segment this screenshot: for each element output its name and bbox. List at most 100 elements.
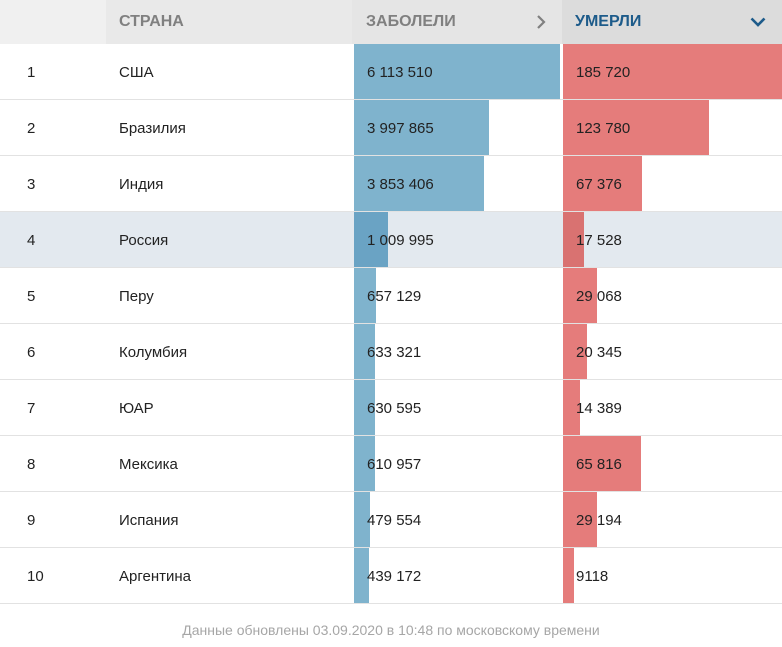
- deaths-bar: [563, 156, 642, 211]
- deaths-bar: [563, 212, 584, 267]
- table-row[interactable]: 8 Мексика 610 957 65 816: [0, 436, 782, 492]
- cases-value: 3 997 865: [367, 120, 434, 137]
- rank-cell: 1: [27, 64, 36, 81]
- deaths-bar: [563, 100, 709, 155]
- cases-bar: [354, 44, 560, 99]
- rank-cell: 6: [27, 344, 36, 361]
- cases-bar: [354, 436, 375, 491]
- rank-cell: 4: [27, 232, 36, 249]
- deaths-value: 20 345: [576, 344, 622, 361]
- country-cell: Бразилия: [119, 120, 186, 137]
- cases-bar: [354, 100, 489, 155]
- rank-cell: 5: [27, 288, 36, 305]
- cases-value: 3 853 406: [367, 176, 434, 193]
- table-row[interactable]: 6 Колумбия 633 321 20 345: [0, 324, 782, 380]
- cases-cell: 6 113 510: [354, 44, 560, 99]
- table-row[interactable]: 7 ЮАР 630 595 14 389: [0, 380, 782, 436]
- header-deaths-label: Умерли: [575, 13, 642, 30]
- deaths-cell: 29 068: [563, 268, 782, 323]
- deaths-cell: 67 376: [563, 156, 782, 211]
- cases-value: 6 113 510: [367, 64, 433, 81]
- cases-bar: [354, 324, 375, 379]
- cases-bar: [354, 212, 388, 267]
- deaths-cell: 14 389: [563, 380, 782, 435]
- chevron-down-icon: [750, 0, 766, 44]
- rank-cell: 7: [27, 400, 36, 417]
- table-row[interactable]: 4 Россия 1 009 995 17 528: [0, 212, 782, 268]
- cases-value: 439 172: [367, 568, 422, 585]
- cases-value: 630 595: [367, 400, 422, 417]
- cases-cell: 3 853 406: [354, 156, 560, 211]
- deaths-bar: [563, 436, 641, 491]
- table-header: Страна Заболели Умерли: [0, 0, 782, 44]
- country-cell: Колумбия: [119, 344, 188, 361]
- deaths-cell: 9118: [563, 548, 782, 603]
- cases-bar: [354, 548, 369, 603]
- cases-bar: [354, 156, 484, 211]
- table-row[interactable]: 5 Перу 657 129 29 068: [0, 268, 782, 324]
- cases-value: 1 009 995: [367, 232, 434, 249]
- country-cell: Индия: [119, 176, 164, 193]
- header-cases-label: Заболели: [366, 13, 456, 30]
- deaths-bar: [563, 324, 587, 379]
- header-deaths-sort-button[interactable]: Умерли: [562, 0, 782, 44]
- header-rank: [0, 0, 106, 44]
- country-cell: США: [119, 64, 154, 81]
- cases-bar: [354, 492, 370, 547]
- deaths-value: 65 816: [576, 456, 622, 473]
- deaths-value: 185 720: [576, 64, 631, 81]
- cases-cell: 439 172: [354, 548, 560, 603]
- deaths-cell: 20 345: [563, 324, 782, 379]
- deaths-value: 14 389: [576, 400, 622, 417]
- country-cell: Мексика: [119, 456, 178, 473]
- cases-bar: [354, 380, 375, 435]
- table-row[interactable]: 2 Бразилия 3 997 865 123 780: [0, 100, 782, 156]
- deaths-value: 9118: [576, 568, 609, 585]
- cases-cell: 1 009 995: [354, 212, 560, 267]
- header-cases-sort-button[interactable]: Заболели: [352, 0, 562, 44]
- deaths-value: 123 780: [576, 120, 631, 137]
- country-cell: Испания: [119, 512, 179, 529]
- table-row[interactable]: 9 Испания 479 554 29 194: [0, 492, 782, 548]
- rank-cell: 10: [27, 568, 44, 585]
- rank-cell: 8: [27, 456, 36, 473]
- deaths-bar: [563, 380, 580, 435]
- deaths-cell: 185 720: [563, 44, 782, 99]
- chevron-right-icon: [536, 0, 546, 44]
- deaths-value: 17 528: [576, 232, 622, 249]
- country-cell: Перу: [119, 288, 154, 305]
- deaths-bar: [563, 492, 597, 547]
- cases-value: 633 321: [367, 344, 422, 361]
- deaths-value: 67 376: [576, 176, 622, 193]
- cases-cell: 479 554: [354, 492, 560, 547]
- deaths-bar: [563, 548, 574, 603]
- cases-value: 657 129: [367, 288, 422, 305]
- deaths-value: 29 194: [576, 512, 622, 529]
- deaths-value: 29 068: [576, 288, 622, 305]
- country-cell: ЮАР: [119, 400, 154, 417]
- cases-cell: 610 957: [354, 436, 560, 491]
- header-country: Страна: [106, 0, 352, 44]
- cases-cell: 657 129: [354, 268, 560, 323]
- table-row[interactable]: 10 Аргентина 439 172 9118: [0, 548, 782, 604]
- rank-cell: 9: [27, 512, 36, 529]
- table-body: 1 США 6 113 510 185 720 2 Бразилия 3 997 865 12…: [0, 44, 782, 604]
- cases-bar: [354, 268, 376, 323]
- deaths-cell: 29 194: [563, 492, 782, 547]
- rank-cell: 2: [27, 120, 36, 137]
- country-cell: Россия: [119, 232, 169, 249]
- deaths-cell: 17 528: [563, 212, 782, 267]
- deaths-cell: 65 816: [563, 436, 782, 491]
- table-row[interactable]: 1 США 6 113 510 185 720: [0, 44, 782, 100]
- deaths-cell: 123 780: [563, 100, 782, 155]
- deaths-bar: [563, 268, 597, 323]
- cases-value: 610 957: [367, 456, 422, 473]
- country-cell: Аргентина: [119, 568, 191, 585]
- cases-cell: 630 595: [354, 380, 560, 435]
- deaths-bar: [563, 44, 782, 99]
- cases-cell: 3 997 865: [354, 100, 560, 155]
- cases-cell: 633 321: [354, 324, 560, 379]
- table-row[interactable]: 3 Индия 3 853 406 67 376: [0, 156, 782, 212]
- update-note: Данные обновлены 03.09.2020 в 10:48 по м…: [182, 622, 600, 638]
